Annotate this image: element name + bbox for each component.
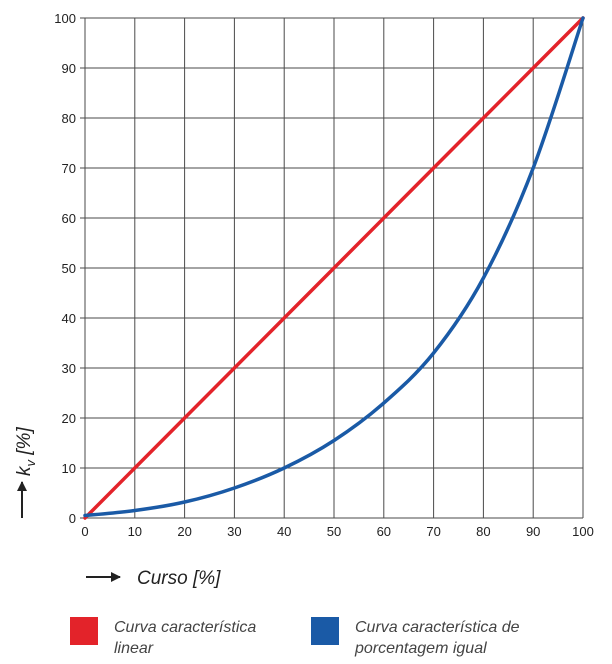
y-tick-labels: 0 10 20 30 40 50 60 70 80 90 100 <box>54 11 76 526</box>
x-axis-title: Curso [%] <box>137 568 221 589</box>
y-tick-label: 70 <box>62 161 76 176</box>
equal-percentage-series-line <box>83 16 585 518</box>
y-axis-title-k: k <box>14 465 35 476</box>
x-tick-label: 100 <box>572 524 594 539</box>
x-tick-label: 40 <box>277 524 291 539</box>
x-tick-label: 20 <box>177 524 191 539</box>
y-tick-label: 20 <box>62 411 76 426</box>
legend-linear-line1: Curva característica <box>114 619 257 636</box>
legend-label-equal-percentage: Curva característica de porcentagem igua… <box>355 617 585 659</box>
linear-series-line <box>83 16 585 520</box>
legend-linear-line2: linear <box>114 640 154 657</box>
x-tick-label: 10 <box>128 524 142 539</box>
y-tick-label: 60 <box>62 211 76 226</box>
x-tick-label: 70 <box>426 524 440 539</box>
y-tick-label: 30 <box>62 361 76 376</box>
x-tick-label: 0 <box>81 524 88 539</box>
legend-label-linear: Curva característica linear <box>114 617 314 659</box>
y-axis-title-subscript: v <box>23 459 38 467</box>
legend-swatch-equal-percentage <box>311 617 339 645</box>
valve-characteristic-chart: 0 10 20 30 40 50 60 70 80 90 100 0 10 20 30 40 50 60 70 80… <box>14 11 594 589</box>
y-tick-label: 50 <box>62 261 76 276</box>
y-tick-label: 90 <box>62 61 76 76</box>
legend-equal-line2: porcentagem igual <box>355 640 487 657</box>
legend-equal-line1: Curva característica de <box>355 619 520 636</box>
y-axis-title: kv [%] <box>14 427 38 476</box>
series-layer <box>83 16 585 520</box>
x-tick-label: 50 <box>327 524 341 539</box>
x-tick-label: 80 <box>476 524 490 539</box>
legend-swatch-linear <box>70 617 98 645</box>
y-tick-label: 100 <box>54 11 76 26</box>
y-tick-label: 10 <box>62 461 76 476</box>
x-tick-labels: 0 10 20 30 40 50 60 70 80 90 100 <box>81 524 593 539</box>
x-tick-label: 90 <box>526 524 540 539</box>
y-tick-label: 40 <box>62 311 76 326</box>
y-tick-label: 80 <box>62 111 76 126</box>
y-axis-title-unit: [%] <box>14 427 35 460</box>
x-tick-label: 30 <box>227 524 241 539</box>
x-tick-label: 60 <box>377 524 391 539</box>
y-tick-label: 0 <box>69 511 76 526</box>
